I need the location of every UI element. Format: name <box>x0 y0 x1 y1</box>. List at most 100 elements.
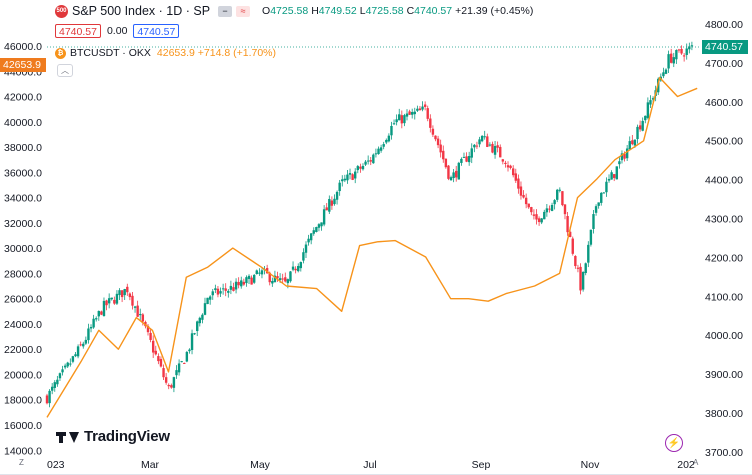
candle-body <box>328 198 331 212</box>
candle-body <box>299 262 303 269</box>
tradingview-logo[interactable]: TradingView <box>56 428 170 445</box>
candle-body <box>250 277 253 285</box>
left-axis-tick: 26000.0 <box>4 294 42 306</box>
chevron-up-icon: ︿ <box>61 66 69 75</box>
left-axis-tick: 16000.0 <box>4 420 42 432</box>
candle-body <box>473 144 476 148</box>
candle-body <box>252 274 256 283</box>
candle-body <box>87 328 90 341</box>
time-axis-tick: Nov <box>581 459 600 471</box>
wave-indicator-icon[interactable]: ≈ <box>236 5 251 17</box>
candle-body <box>115 293 119 304</box>
candle-body <box>540 218 543 223</box>
candle-body <box>338 182 341 192</box>
candle-body <box>118 290 121 296</box>
candle-body <box>483 136 486 138</box>
candle-body <box>84 339 88 344</box>
candle-body <box>188 349 191 352</box>
candle-body <box>289 271 292 282</box>
candle-body <box>175 370 178 376</box>
left-axis-tick: 18000.0 <box>4 395 42 407</box>
candle-body <box>688 46 691 50</box>
close-value: C4740.57 <box>406 5 453 17</box>
low-value: L4725.58 <box>359 5 404 17</box>
candle-body <box>496 145 499 148</box>
candle-body <box>532 214 536 216</box>
candle-body <box>50 386 54 391</box>
candle-body <box>242 281 246 285</box>
candle-body <box>273 275 277 283</box>
candle-body <box>646 102 650 119</box>
candle-body <box>545 208 549 213</box>
candle-body <box>444 158 448 168</box>
candle-body <box>211 291 214 296</box>
candle-body <box>649 100 652 105</box>
candle-body <box>348 173 352 175</box>
candle-body <box>631 140 634 145</box>
candle-body <box>478 139 481 145</box>
candle-body <box>346 174 349 181</box>
candle-body <box>312 230 315 234</box>
candle-body <box>224 288 227 291</box>
candle-body <box>139 314 142 316</box>
candle-body <box>359 166 362 169</box>
hide-series-icon[interactable]: − <box>218 5 233 17</box>
candle-body <box>403 115 406 124</box>
candle-body <box>410 112 414 115</box>
candle-body <box>605 181 608 193</box>
candle-body <box>74 354 77 357</box>
candle-body <box>462 156 466 158</box>
time-axis-tick: 023 <box>47 459 65 471</box>
main-series-legend[interactable]: 500 S&P 500 Index · 1D · SP − ≈ O4725.58… <box>55 4 536 18</box>
compare-value: 42653.9 +714.8 (+1.70%) <box>156 47 277 59</box>
left-axis-tick: 36000.0 <box>4 167 42 179</box>
candle-body <box>519 186 523 196</box>
candle-body <box>436 138 440 146</box>
auto-scale-corner-label[interactable]: A <box>693 458 699 467</box>
candle-body <box>480 135 484 142</box>
candle-body <box>366 160 370 162</box>
candle-body <box>351 174 354 180</box>
candle-body <box>227 290 230 293</box>
candle-body <box>556 189 559 200</box>
candle-body <box>558 189 562 191</box>
time-axis-tick: Jul <box>363 459 376 471</box>
candle-body <box>325 207 328 211</box>
right-axis-tick: 3900.00 <box>705 369 743 381</box>
lightning-icon[interactable]: ⚡ <box>665 434 683 452</box>
candle-body <box>413 111 416 115</box>
candle-body <box>255 270 258 275</box>
sp500-last-price-tag: 4740.57 <box>702 40 748 54</box>
candle-body <box>162 368 165 378</box>
candle-body <box>651 98 655 100</box>
candle-body <box>120 290 124 298</box>
candle-body <box>613 174 616 178</box>
right-axis-tick: 4000.00 <box>705 330 743 342</box>
candle-body <box>465 156 468 162</box>
candle-body <box>315 227 318 232</box>
left-axis-tick: 34000.0 <box>4 193 42 205</box>
candle-body <box>154 350 157 355</box>
candle-body <box>131 295 134 306</box>
right-axis-tick: 4100.00 <box>705 291 743 303</box>
candle-body <box>592 214 595 229</box>
candle-body <box>568 231 572 237</box>
candle-body <box>421 106 424 110</box>
right-axis-tick: 4200.00 <box>705 252 743 264</box>
main-symbol-title[interactable]: S&P 500 Index · 1D · SP <box>72 4 211 18</box>
candle-body <box>511 168 515 176</box>
zoom-corner-label[interactable]: Z <box>19 458 24 467</box>
candle-body <box>589 229 593 245</box>
compare-series-legend[interactable]: ₿ BTCUSDT · OKX 42653.9 +714.8 (+1.70%) <box>55 47 276 59</box>
compare-symbol-title[interactable]: BTCUSDT · OKX <box>70 47 151 59</box>
buy-price-button[interactable]: 4740.57 <box>133 24 180 38</box>
candle-body <box>281 278 284 280</box>
candle-body <box>675 50 678 60</box>
sell-price-button[interactable]: 4740.57 <box>55 24 101 38</box>
candle-body <box>172 377 176 388</box>
collapse-legend-button[interactable]: ︿ <box>57 64 73 77</box>
candle-body <box>429 118 432 128</box>
candle-body <box>524 197 528 205</box>
